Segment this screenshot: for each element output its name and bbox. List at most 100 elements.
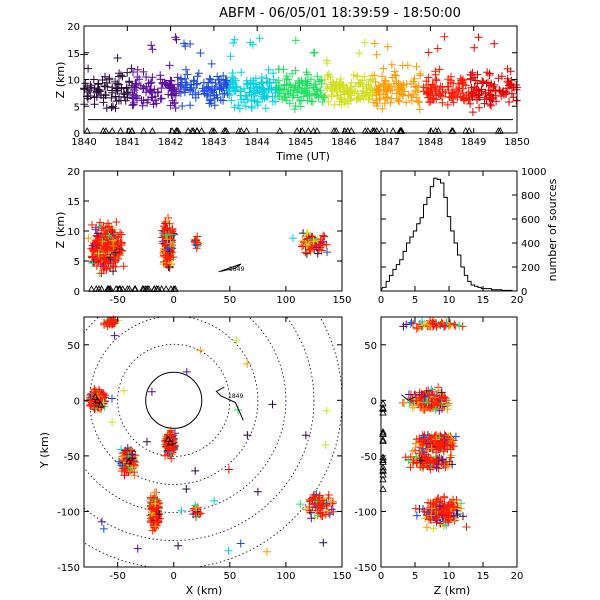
time-height-point <box>489 82 498 91</box>
time-height-ytick-label: 20 <box>67 22 80 33</box>
time-height-point <box>234 101 243 110</box>
time-height-point <box>296 102 305 111</box>
time-height-point <box>186 40 195 48</box>
time-height-point <box>440 32 449 41</box>
time-height-point <box>158 78 167 87</box>
time-height-point <box>305 89 314 98</box>
time-height-point <box>366 76 375 85</box>
time-height-point <box>116 71 125 80</box>
time-height-point <box>404 91 413 100</box>
zy-point <box>442 521 451 530</box>
time-height-point <box>331 81 340 90</box>
time-height-point <box>358 91 367 100</box>
time-height-xtick-label: 1850 <box>504 137 529 148</box>
plan-ytick-label: 50 <box>67 341 80 352</box>
zy-point <box>420 392 429 401</box>
zy-xtick-label: 5 <box>412 571 418 582</box>
zy-point <box>443 401 452 410</box>
time-height-point <box>449 98 458 107</box>
time-height-point <box>189 76 198 85</box>
plan-point <box>96 391 105 399</box>
xz-point <box>109 241 118 250</box>
zy-point <box>432 463 441 472</box>
time-height-point <box>503 64 512 73</box>
time-height-xtick-label: 1840 <box>71 137 96 148</box>
time-height-point <box>380 99 389 108</box>
zy-point <box>433 495 442 504</box>
zy-axes: 0 5 10 15 20 -150 -100 -50 0 50 <box>354 316 523 582</box>
plan-point <box>108 418 117 427</box>
zy-point <box>446 445 455 454</box>
zy-point <box>426 499 435 508</box>
plan-point <box>182 367 191 376</box>
time-height-point <box>303 70 312 79</box>
time-height-point <box>219 71 228 80</box>
time-height-point <box>477 85 486 94</box>
time-height-point <box>488 95 497 104</box>
time-height-point <box>139 67 148 76</box>
histogram-ytick-label: 200 <box>521 263 540 274</box>
zy-point <box>429 456 438 465</box>
time-height-point <box>426 84 435 93</box>
histogram-ytick-label: 800 <box>521 191 540 202</box>
plan-point <box>224 546 233 555</box>
time-height-point <box>149 100 158 109</box>
plan-point <box>119 386 128 395</box>
plan-point <box>316 508 325 517</box>
time-height-point <box>125 78 134 87</box>
time-height-point <box>257 73 266 82</box>
zy-point <box>451 432 460 441</box>
time-height-point <box>336 85 345 94</box>
time-height-point <box>391 70 400 79</box>
xz-point <box>303 228 312 237</box>
plan-xtick-label: 50 <box>223 571 236 582</box>
time-height-point <box>447 93 456 102</box>
time-height-point <box>230 103 239 112</box>
time-height-point <box>484 78 492 87</box>
time-height-point <box>237 87 245 96</box>
time-height-point <box>370 98 378 107</box>
zy-xlabel: Z (km) <box>434 584 471 597</box>
time-height-point <box>200 86 209 95</box>
time-height-point <box>156 71 165 80</box>
time-height-point <box>279 65 288 74</box>
xz-point <box>114 233 123 242</box>
time-height-point <box>310 49 319 57</box>
xz-point <box>306 244 315 253</box>
zy-point <box>410 402 419 410</box>
xz-point <box>103 235 112 244</box>
plan-point <box>128 450 137 459</box>
time-height-point <box>210 101 219 110</box>
zy-ytick-label: 50 <box>364 341 377 352</box>
zy-point <box>418 440 427 449</box>
time-height-point <box>307 75 315 84</box>
time-height-point <box>459 75 467 84</box>
time-height-point <box>301 86 310 95</box>
plan-point <box>318 504 327 513</box>
time-height-point <box>255 87 264 96</box>
zy-point <box>446 453 455 462</box>
time-height-point <box>81 79 90 88</box>
zy-point <box>447 451 456 460</box>
time-height-point <box>183 70 192 79</box>
xz-flash-track <box>218 263 242 273</box>
plan-point <box>324 491 333 499</box>
histogram-panel: number of sources 0 5 10 15 2002004006008001… <box>378 167 559 306</box>
xz-point <box>166 239 175 248</box>
histogram-ytick-label: 1000 <box>521 167 546 178</box>
zy-point <box>449 511 458 520</box>
plan-point <box>234 405 242 414</box>
time-height-point <box>114 96 123 105</box>
time-height-point <box>447 88 456 97</box>
zy-point <box>411 439 420 448</box>
time-height-point <box>328 86 337 95</box>
time-height-point <box>322 82 331 91</box>
xz-point <box>84 234 93 243</box>
plan-range-ring <box>89 317 259 485</box>
time-height-point <box>249 87 258 96</box>
time-height-point <box>309 48 318 57</box>
zy-point <box>414 323 423 332</box>
zy-point <box>445 509 454 517</box>
plan-xlabel: X (km) <box>186 584 223 597</box>
histogram-ylabel: number of sources <box>546 178 559 281</box>
